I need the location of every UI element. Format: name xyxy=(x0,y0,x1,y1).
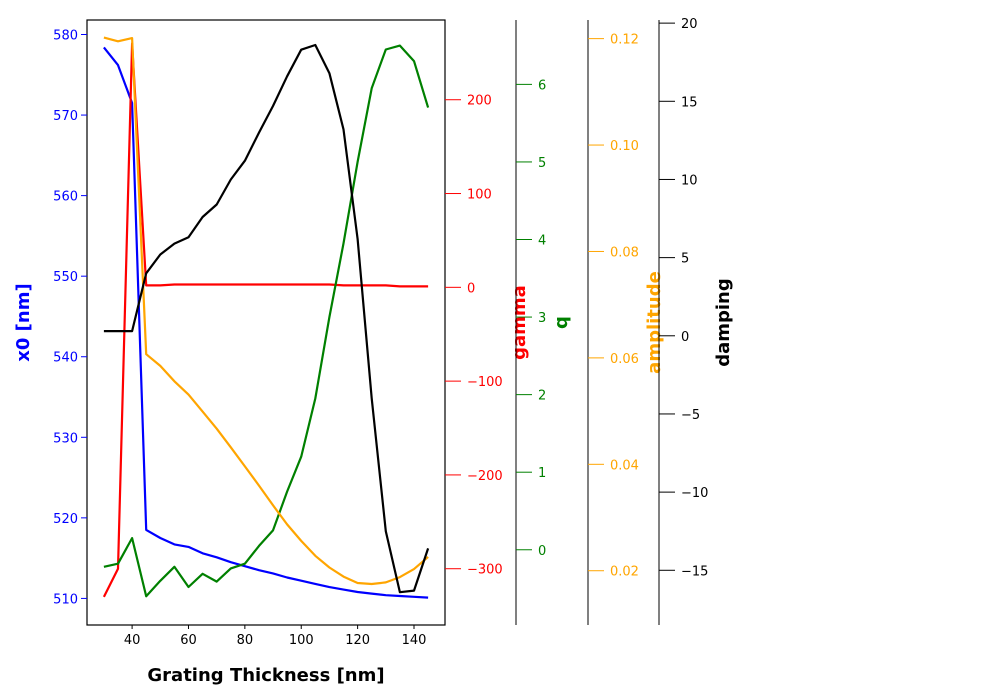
q-tick-label: 4 xyxy=(538,234,546,249)
amplitude-tick-label: 0.02 xyxy=(610,565,639,580)
x-tick-label: 80 xyxy=(237,633,254,648)
gamma-axis-title: gamma xyxy=(509,285,530,360)
q-tick-label: 5 xyxy=(538,156,546,171)
amplitude-tick-label: 0.06 xyxy=(610,352,639,367)
damping-tick-label: 5 xyxy=(681,252,689,267)
x0-tick-label: 550 xyxy=(53,270,78,285)
damping-tick-label: −15 xyxy=(681,564,708,579)
damping-axis-title: damping xyxy=(713,278,734,367)
amplitude-tick-label: 0.12 xyxy=(610,33,639,48)
damping-tick-label: −10 xyxy=(681,486,708,501)
x0-tick-label: 520 xyxy=(53,512,78,527)
damping-series-line xyxy=(103,43,430,594)
gamma-tick-label: 200 xyxy=(467,94,492,109)
x0-series-line xyxy=(103,46,429,599)
damping-tick-label: 10 xyxy=(681,173,698,188)
gamma-tick-label: −200 xyxy=(467,469,503,484)
q-tick-label: 1 xyxy=(538,466,546,481)
q-tick-label: 6 xyxy=(538,78,546,93)
x-tick-label: 100 xyxy=(289,633,314,648)
q-tick-label: 0 xyxy=(538,544,546,559)
gamma-tick-label: −100 xyxy=(467,375,503,390)
x0-tick-label: 580 xyxy=(53,29,78,44)
x-axis-title: Grating Thickness [nm] xyxy=(147,665,384,686)
x0-axis-title: x0 [nm] xyxy=(13,283,34,361)
plot-frame xyxy=(86,19,446,626)
x-tick-label: 140 xyxy=(402,633,427,648)
amplitude-axis-title: amplitude xyxy=(644,271,665,374)
gamma-tick-label: −300 xyxy=(467,563,503,578)
damping-tick-label: 20 xyxy=(681,17,698,32)
q-series-line xyxy=(103,44,430,598)
q-axis-title: q xyxy=(551,316,572,329)
damping-tick-label: −5 xyxy=(681,408,700,423)
x-tick-label: 40 xyxy=(124,633,141,648)
amplitude-tick-label: 0.04 xyxy=(610,458,639,473)
amplitude-series-line xyxy=(103,36,429,586)
x-tick-label: 60 xyxy=(180,633,197,648)
q-tick-label: 3 xyxy=(538,311,546,326)
damping-tick-label: 0 xyxy=(681,330,689,345)
amplitude-tick-label: 0.08 xyxy=(610,245,639,260)
x0-tick-label: 560 xyxy=(53,190,78,205)
x-tick-label: 120 xyxy=(345,633,370,648)
x0-tick-label: 540 xyxy=(53,351,78,366)
amplitude-tick-label: 0.10 xyxy=(610,139,639,154)
x0-tick-label: 510 xyxy=(53,592,78,607)
gamma-series-line xyxy=(102,42,429,598)
damping-tick-label: 15 xyxy=(681,95,698,110)
q-tick-label: 2 xyxy=(538,389,546,404)
gamma-tick-label: 0 xyxy=(467,281,475,296)
x0-tick-label: 530 xyxy=(53,431,78,446)
x0-tick-label: 570 xyxy=(53,109,78,124)
gamma-tick-label: 100 xyxy=(467,188,492,203)
